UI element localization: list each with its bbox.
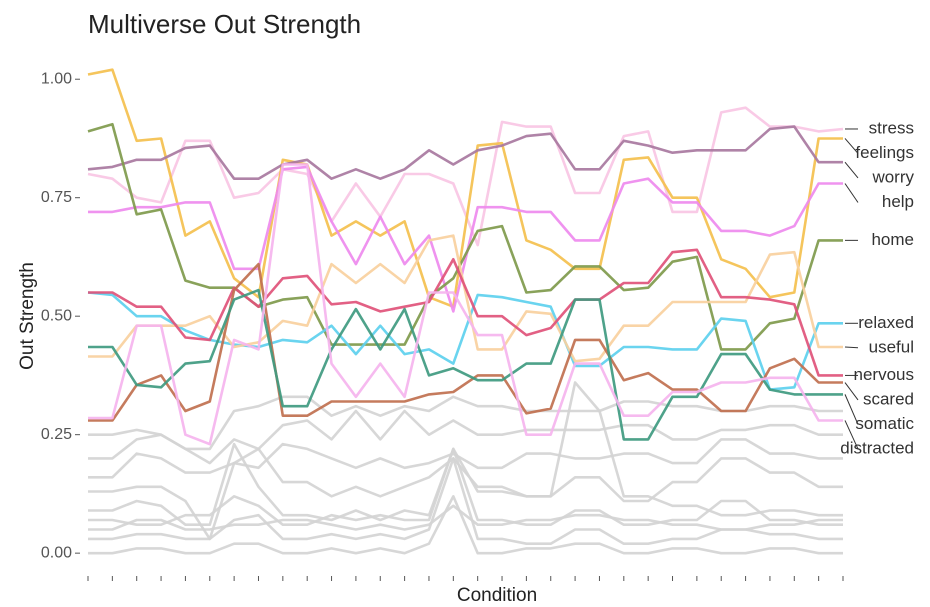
series-label: somatic bbox=[855, 414, 914, 433]
series-line bbox=[88, 163, 843, 446]
series-line bbox=[88, 495, 843, 555]
y-tick-label: 0.25 bbox=[41, 426, 72, 443]
series-line bbox=[88, 395, 843, 451]
series-line bbox=[88, 504, 843, 531]
series-line bbox=[88, 248, 843, 377]
series-line bbox=[87, 291, 843, 391]
series-line bbox=[87, 125, 843, 180]
series-line bbox=[88, 447, 843, 526]
leader-line bbox=[844, 161, 859, 179]
chart-title: Multiverse Out Strength bbox=[88, 9, 361, 39]
y-axis-label: Out Strength bbox=[17, 262, 38, 370]
series-line bbox=[87, 122, 843, 351]
series-label: stress bbox=[869, 118, 914, 137]
leader-line bbox=[844, 382, 859, 401]
leader-line bbox=[844, 138, 859, 154]
x-axis-label: Condition bbox=[457, 585, 537, 606]
series-line bbox=[88, 438, 843, 479]
series-label: nervous bbox=[854, 365, 914, 384]
y-tick-label: 1.00 bbox=[41, 70, 72, 87]
y-tick-label: 0.50 bbox=[41, 307, 72, 324]
series-label: home bbox=[871, 230, 914, 249]
y-tick-label: 0.75 bbox=[41, 189, 72, 206]
leader-line bbox=[844, 183, 859, 203]
y-tick-label: 0.00 bbox=[41, 544, 72, 561]
series-line bbox=[88, 165, 843, 313]
leader-line bbox=[844, 394, 859, 425]
series-label: relaxed bbox=[858, 313, 914, 332]
series-line bbox=[88, 288, 843, 441]
series-label: useful bbox=[869, 337, 914, 356]
series-label: help bbox=[882, 192, 914, 211]
series-line bbox=[87, 68, 843, 308]
leader-line bbox=[844, 420, 859, 450]
series-label: worry bbox=[871, 167, 914, 186]
series-line bbox=[88, 262, 843, 422]
leader-line bbox=[844, 346, 859, 349]
series-line bbox=[88, 234, 843, 363]
series-label: feelings bbox=[855, 143, 914, 162]
series-line bbox=[88, 457, 843, 545]
series-line bbox=[88, 409, 843, 465]
series-label: distracted bbox=[840, 438, 914, 457]
series-label: scared bbox=[863, 389, 914, 408]
